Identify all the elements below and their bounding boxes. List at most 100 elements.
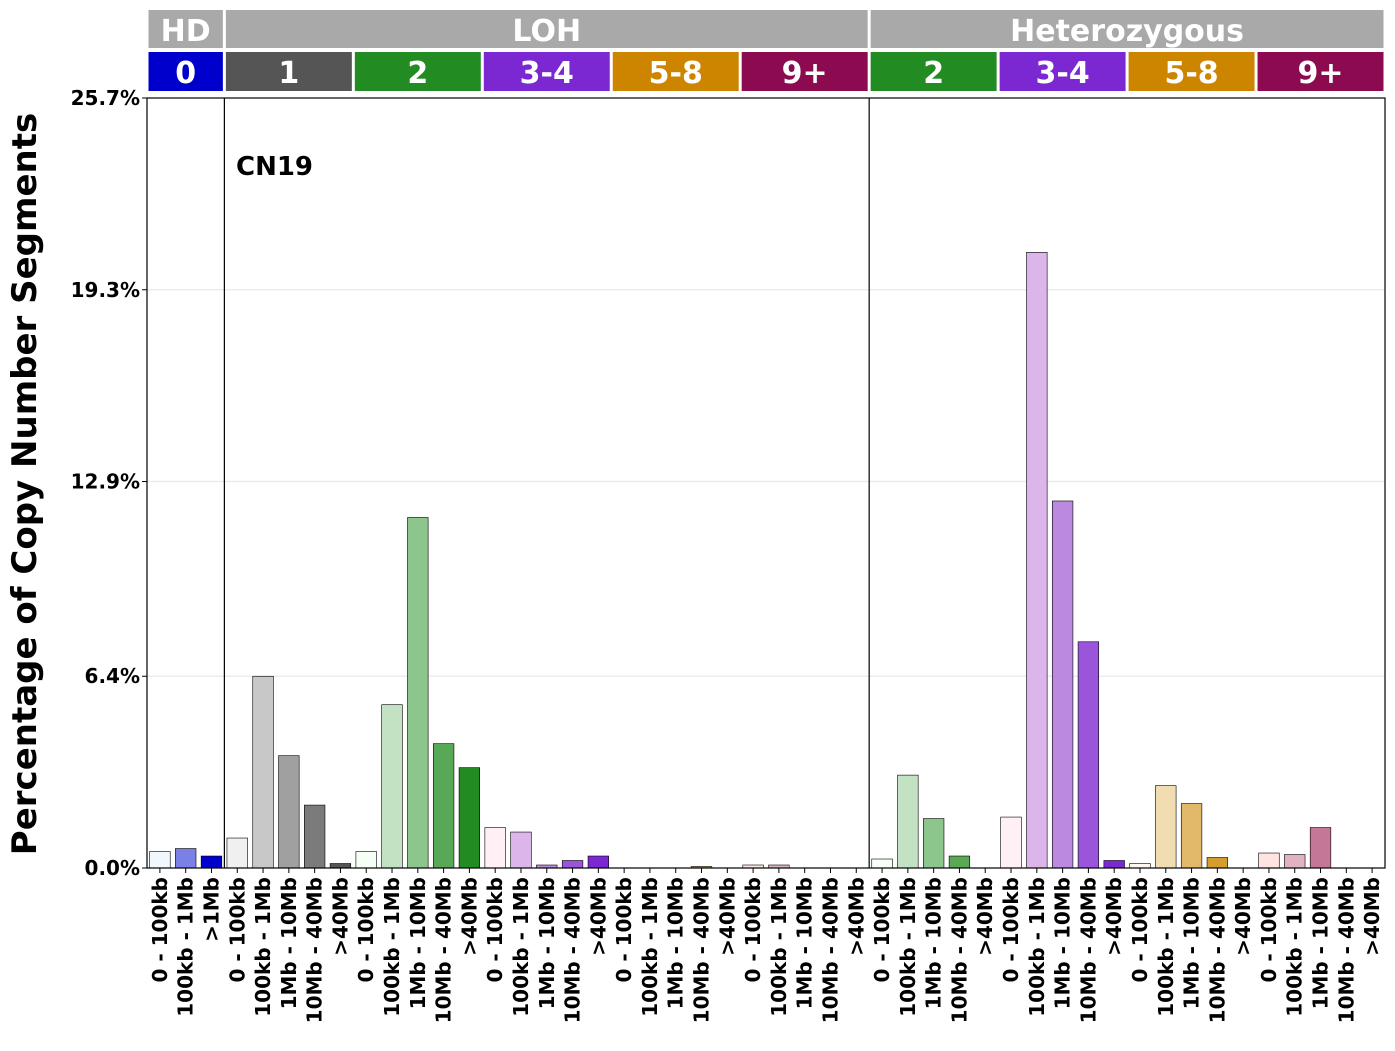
- bar: [1026, 251, 1048, 869]
- x-tick-label: >40Mb: [844, 877, 868, 956]
- facet-strips: HD LOH Heterozygous 0 1 2 3-4 5-8 9+ 2 3-4 5-8 9+: [148, 10, 1384, 91]
- y-tick-label: 6.4%: [85, 664, 140, 688]
- bar: [561, 860, 584, 869]
- strip-cn-label: 9+: [1298, 56, 1344, 91]
- strip-cn: [1257, 52, 1384, 91]
- x-tick-label: 0 - 100kb: [999, 877, 1023, 983]
- strip-cn-label: 1: [278, 56, 299, 91]
- bar: [278, 755, 300, 869]
- x-tick-label: 10Mb - 40Mb: [561, 877, 585, 1023]
- x-tick-label: >40Mb: [1102, 877, 1126, 956]
- x-tick-label: >40Mb: [457, 877, 481, 956]
- x-tick-label: 0 - 100kb: [148, 877, 172, 983]
- x-tick-label: 0 - 100kb: [612, 877, 636, 983]
- x-tick-label: 10Mb - 40Mb: [1205, 877, 1229, 1023]
- bar: [252, 675, 274, 869]
- bar: [510, 831, 532, 869]
- x-tick-label: 10Mb - 40Mb: [1076, 877, 1100, 1023]
- bar: [484, 827, 506, 869]
- bar: [1206, 857, 1228, 869]
- plot-frame: [146, 97, 1386, 869]
- x-tick-label: 1Mb - 10Mb: [664, 877, 688, 1009]
- x-tick-label: 1Mb - 10Mb: [406, 877, 430, 1009]
- y-tick-label: 0.0%: [85, 856, 140, 880]
- x-tick-label: 0 - 100kb: [483, 877, 507, 983]
- strip-cn-label: 0: [175, 56, 196, 91]
- x-tick-label: 0 - 100kb: [870, 877, 894, 983]
- bar: [458, 767, 481, 869]
- x-tick-label: 100kb - 1Mb: [767, 877, 791, 1017]
- y-axis-label: Percentage of Copy Number Segments: [5, 113, 45, 855]
- y-tick-label: 25.7%: [71, 86, 140, 110]
- x-tick-label: 10Mb - 40Mb: [1334, 877, 1358, 1023]
- x-tick-label: 1Mb - 10Mb: [535, 877, 559, 1009]
- x-tick-label: 100kb - 1Mb: [896, 877, 920, 1017]
- bar: [1258, 852, 1280, 869]
- x-tick-label: 100kb - 1Mb: [1283, 877, 1307, 1017]
- strip-cn: [148, 52, 223, 91]
- strip-cn: [1128, 52, 1255, 91]
- bar: [1129, 863, 1151, 869]
- strip-cn-label: 5-8: [1164, 56, 1218, 91]
- x-tick-label: 10Mb - 40Mb: [432, 877, 456, 1023]
- bar: [587, 855, 609, 869]
- strip-cn: [354, 52, 481, 91]
- strip-cn-label: 3-4: [520, 56, 574, 91]
- bar: [304, 804, 326, 869]
- x-tick-label: >40Mb: [586, 877, 610, 956]
- strip-top: [225, 10, 868, 48]
- x-tick-label: 100kb - 1Mb: [509, 877, 533, 1017]
- x-tick-label: 100kb - 1Mb: [174, 877, 198, 1017]
- strip-cn: [483, 52, 610, 91]
- bar: [1051, 500, 1074, 869]
- x-tick-label: 10Mb - 40Mb: [303, 877, 327, 1023]
- bar: [871, 858, 893, 869]
- bar: [226, 837, 248, 869]
- x-tick-label: 0 - 100kb: [354, 877, 378, 983]
- x-tick-label: 0 - 100kb: [741, 877, 765, 983]
- x-tick-label: >40Mb: [973, 877, 997, 956]
- x-tick-label: 100kb - 1Mb: [251, 877, 275, 1017]
- strip-top-label: LOH: [512, 14, 581, 49]
- bar: [1077, 641, 1100, 869]
- x-tick-label: 1Mb - 10Mb: [922, 877, 946, 1009]
- x-tick-label: 0 - 100kb: [1128, 877, 1152, 983]
- y-tick-label: 19.3%: [71, 278, 140, 302]
- bar: [175, 848, 197, 869]
- y-axis-ticks: 0.0% 6.4% 12.9% 19.3% 25.7%: [71, 86, 147, 880]
- bar: [381, 704, 403, 869]
- plot-border: [146, 97, 1386, 869]
- bar: [407, 517, 429, 869]
- bars: [149, 251, 1332, 869]
- strip-cn: [741, 52, 868, 91]
- bar: [1000, 816, 1022, 869]
- strip-cn: [225, 52, 352, 91]
- x-tick-label: >40Mb: [1231, 877, 1255, 956]
- bar: [948, 855, 971, 869]
- strip-cn-label: 3-4: [1036, 56, 1090, 91]
- chart-annotation: CN19: [236, 152, 313, 182]
- bar: [923, 818, 945, 869]
- x-tick-label: 1Mb - 10Mb: [1051, 877, 1075, 1009]
- x-tick-label: 100kb - 1Mb: [1154, 877, 1178, 1017]
- x-tick-label: 10Mb - 40Mb: [947, 877, 971, 1023]
- x-tick-label: 100kb - 1Mb: [638, 877, 662, 1017]
- strip-top: [148, 10, 223, 48]
- strip-cn-label: 2: [407, 56, 428, 91]
- x-tick-label: 1Mb - 10Mb: [793, 877, 817, 1009]
- bar: [200, 855, 223, 869]
- bar: [355, 851, 377, 869]
- bar: [1284, 854, 1306, 869]
- bar: [149, 851, 171, 869]
- x-tick-label: 0 - 100kb: [1257, 877, 1281, 983]
- bar: [1103, 860, 1125, 869]
- x-tick-label: 10Mb - 40Mb: [690, 877, 714, 1023]
- gridlines: [147, 289, 1385, 677]
- strip-top: [870, 10, 1384, 48]
- strip-cn: [870, 52, 997, 91]
- x-tick-label: 1Mb - 10Mb: [277, 877, 301, 1009]
- y-tick-label: 12.9%: [71, 470, 140, 494]
- x-tick-label: 100kb - 1Mb: [1025, 877, 1049, 1017]
- x-tick-label: >40Mb: [715, 877, 739, 956]
